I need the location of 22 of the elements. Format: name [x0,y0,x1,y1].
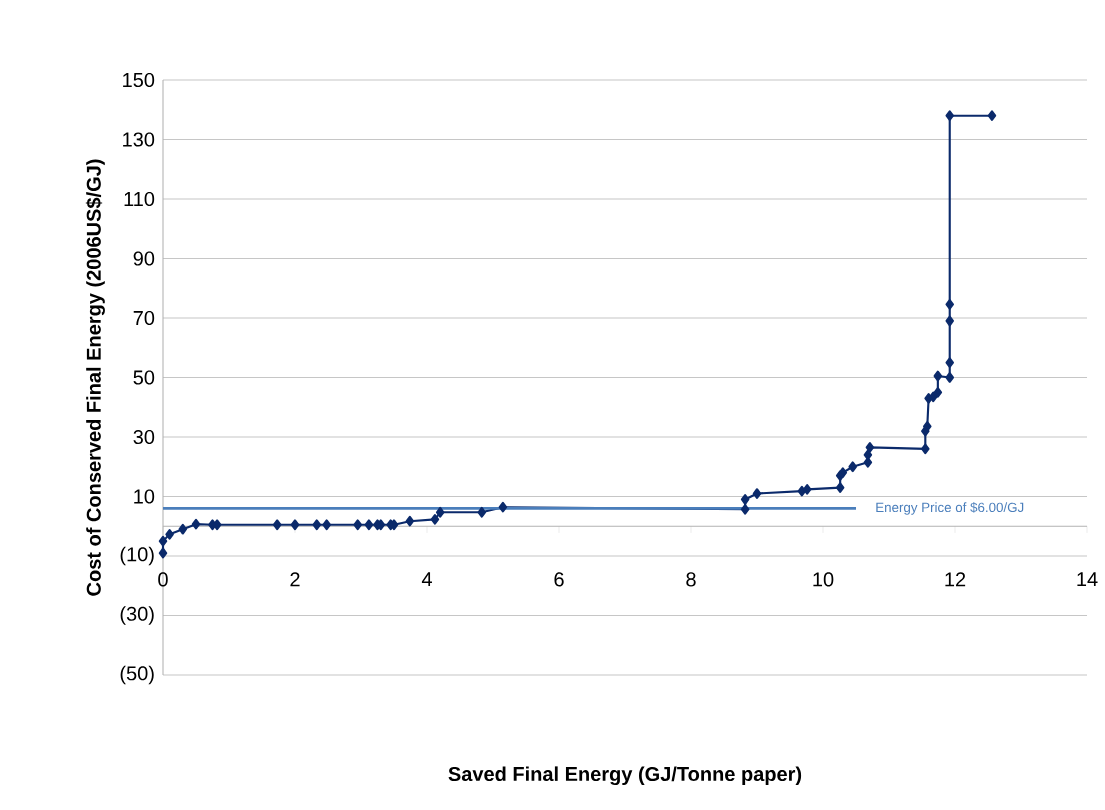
x-tick-label: 10 [813,572,834,587]
x-tick-label: 8 [686,572,696,587]
y-tick-label: 150 [123,72,155,88]
y-tick-label: 50 [133,370,155,385]
y-tick-label: 30 [133,429,155,445]
y-tick-label: (30) [120,606,154,625]
x-tick-label: 12 [945,572,966,587]
y-tick-label: 70 [133,310,155,326]
x-tick-label: 4 [421,572,432,587]
y-tick-label: 130 [123,132,155,147]
y-tick-label: (10) [120,546,154,566]
y-tick-label: (50) [120,665,154,685]
x-tick-label: 6 [554,572,564,587]
y-tick-label: 10 [134,489,155,504]
y-axis-title: Cost of Conserved Final Energy (2006US$/GJ) [85,159,105,596]
ref-line-label: Energy Price of $6.00/GJ [876,502,1024,515]
x-tick-label: 0 [158,572,168,587]
y-tick-label: 90 [133,251,155,266]
y-tick-label: 110 [124,191,155,207]
x-tick-label: 14 [1077,572,1098,587]
x-tick-label: 2 [290,572,300,587]
x-axis-title: Saved Final Energy (GJ/Tonne paper) [448,766,802,786]
